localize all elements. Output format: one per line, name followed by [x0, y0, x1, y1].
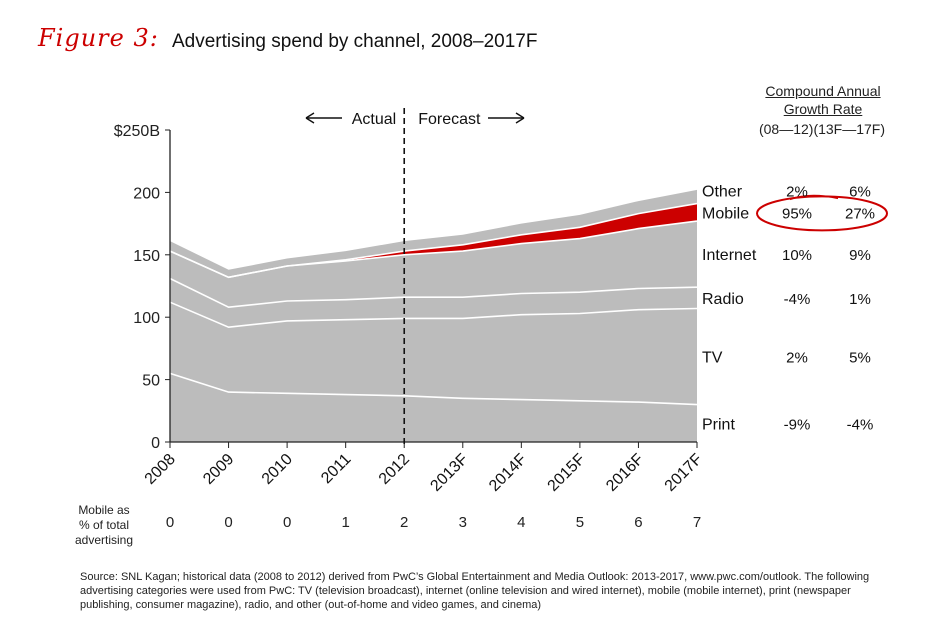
cagr-0812-mobile: 95%	[782, 205, 812, 222]
area-internet	[170, 221, 697, 308]
x-tick-label: 2009	[200, 451, 237, 488]
mobile-pct-value: 0	[224, 514, 233, 531]
area-radio	[170, 278, 697, 328]
y-tick-label: 200	[133, 185, 160, 202]
x-tick-label: 2011	[318, 451, 354, 487]
mobile-pct-value: 1	[341, 514, 350, 531]
cagr-0812-other: 2%	[786, 183, 808, 200]
area-other	[170, 189, 697, 278]
y-tick-label: 100	[133, 310, 160, 327]
mobile-pct-value: 5	[575, 514, 585, 531]
cagr-1317-tv: 5%	[849, 350, 871, 367]
chart-title: Advertising spend by channel, 2008–2017F	[172, 31, 538, 52]
mobile-pct-label-line3: advertising	[74, 533, 134, 547]
cagr-0812-tv: 2%	[786, 350, 808, 367]
actual-arrow-head	[305, 112, 315, 124]
cagr-header-line2: Growth Rate	[783, 101, 863, 117]
legend-label-radio: Radio	[702, 291, 744, 308]
y-tick-label: 50	[142, 373, 160, 390]
cagr-1317-print: -4%	[847, 416, 874, 433]
forecast-arrow-head	[515, 112, 525, 124]
cagr-0812-print: -9%	[784, 416, 811, 433]
area-print	[170, 373, 697, 442]
legend-label-print: Print	[702, 416, 735, 433]
mobile-pct-value: 3	[458, 514, 467, 531]
area-tv	[170, 302, 697, 405]
source-note: Source: SNL Kagan; historical data (2008…	[80, 571, 870, 611]
mobile-pct-value: 2	[400, 514, 409, 531]
cagr-header: Compound Annual Growth Rate	[748, 82, 898, 118]
legend-label-other: Other	[702, 183, 743, 200]
x-tick-label: 2017F	[662, 451, 706, 495]
actual-label: Actual	[352, 111, 396, 128]
cagr-1317-mobile: 27%	[845, 205, 875, 222]
cagr-0812-radio: -4%	[784, 291, 811, 308]
cagr-1317-radio: 1%	[849, 291, 871, 308]
x-tick-label: 2013F	[428, 451, 472, 495]
x-tick-label: 2014F	[486, 451, 530, 495]
series-divider-radio	[169, 277, 698, 309]
x-tick-label: 2008	[142, 451, 179, 488]
y-tick-label: $250B	[114, 123, 160, 140]
mobile-pct-value: 0	[165, 514, 175, 531]
series-divider-tv	[169, 301, 698, 329]
cagr-1317-other: 6%	[849, 183, 871, 200]
forecast-label: Forecast	[418, 111, 481, 128]
mobile-pct-value: 4	[517, 514, 526, 531]
y-tick-label: 0	[151, 435, 160, 452]
cagr-1317-internet: 9%	[849, 247, 871, 264]
legend-label-internet: Internet	[702, 247, 757, 264]
mobile-highlight-arrow	[789, 194, 839, 201]
series-divider-mobile	[169, 202, 698, 279]
legend-label-tv: TV	[702, 350, 723, 367]
y-tick-label: 150	[133, 248, 160, 265]
x-tick-label: 2015F	[545, 451, 589, 495]
legend-label-mobile: Mobile	[702, 205, 749, 222]
cagr-0812-internet: 10%	[782, 247, 812, 264]
x-tick-label: 2016F	[603, 451, 647, 495]
figure-label: Figure 3:	[38, 24, 159, 52]
mobile-pct-value: 6	[634, 514, 643, 531]
mobile-pct-value: 0	[282, 514, 292, 531]
cagr-header-line1: Compound Annual	[765, 83, 881, 99]
mobile-pct-label-line2: % of total	[78, 518, 130, 532]
mobile-pct-value: 7	[692, 514, 702, 531]
mobile-pct-label-line1: Mobile as	[78, 503, 130, 517]
x-tick-label: 2010	[259, 451, 296, 488]
x-tick-label: 2012	[376, 451, 413, 488]
cagr-periods: (08—12)(13F—17F)	[758, 121, 886, 137]
mobile-pct-label: Mobile as % of total advertising	[64, 503, 144, 548]
series-divider-print	[169, 372, 698, 406]
